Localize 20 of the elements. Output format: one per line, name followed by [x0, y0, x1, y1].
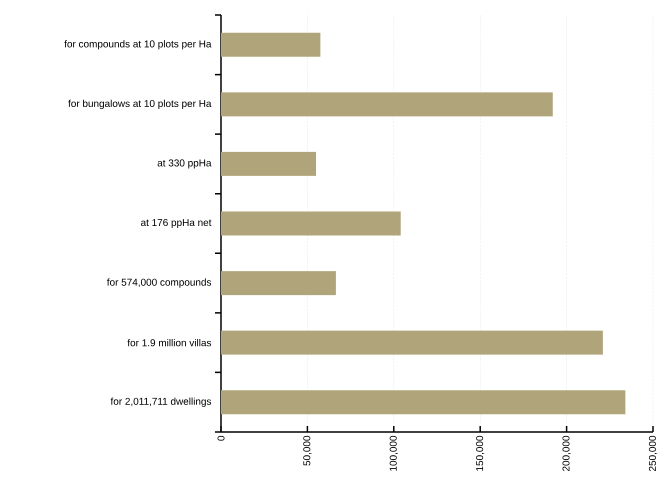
bar: [221, 271, 336, 296]
bar: [221, 152, 316, 176]
y-tick-label: for 574,000 compounds: [106, 278, 212, 288]
x-tick-label: 0: [217, 436, 225, 441]
y-tick-label: for compounds at 10 plots per Ha: [64, 40, 212, 50]
x-tick-label: 100,000: [390, 436, 398, 471]
x-tick-label: 150,000: [476, 436, 484, 471]
bar: [221, 212, 401, 236]
y-tick-label: at 176 ppHa net: [141, 218, 212, 228]
bar: [221, 92, 553, 116]
y-tick-label: for 2,011,711 dwellings: [110, 398, 212, 407]
y-tick-label: at 330 ppHa: [158, 159, 212, 168]
x-tick-label: 250,000: [648, 436, 658, 472]
y-tick-label: for 1.9 million villas: [127, 338, 212, 346]
bar: [221, 32, 320, 57]
x-tick-label: 200,000: [562, 436, 571, 472]
x-tick-label: 50,000: [303, 436, 312, 466]
bar: [221, 330, 603, 355]
bar: [221, 390, 626, 414]
y-tick-label: for bungalows at 10 plots per Ha: [68, 100, 212, 109]
